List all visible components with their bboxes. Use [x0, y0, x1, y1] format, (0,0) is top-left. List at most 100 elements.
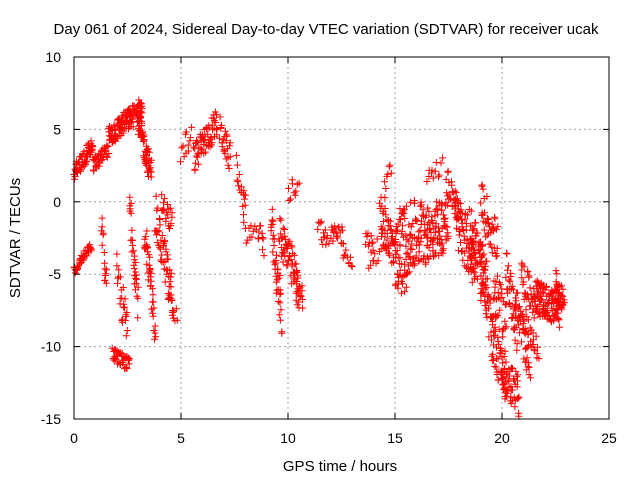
data-point [276, 299, 284, 307]
data-point [522, 306, 530, 314]
data-point [448, 178, 455, 186]
data-point [484, 216, 492, 223]
data-point [134, 283, 142, 291]
data-point [435, 173, 442, 181]
data-point [382, 185, 390, 192]
data-point [144, 145, 152, 153]
data-point [485, 304, 492, 312]
data-point [557, 291, 565, 299]
data-point [494, 311, 502, 319]
data-point [281, 232, 289, 240]
data-point [490, 356, 497, 364]
data-point [483, 283, 491, 291]
data-point [101, 276, 109, 284]
data-point [470, 264, 478, 272]
data-point [502, 300, 510, 308]
data-point [322, 241, 330, 249]
data-point [381, 178, 389, 186]
data-point [488, 336, 495, 344]
data-point [530, 336, 537, 344]
data-point [147, 277, 155, 285]
data-point [240, 211, 247, 219]
data-point [321, 226, 329, 234]
data-point [186, 134, 194, 142]
data-point [128, 236, 136, 244]
data-point [411, 199, 418, 207]
plot-frame [73, 56, 610, 420]
data-point [412, 252, 420, 260]
data-point [494, 288, 502, 296]
data-point [274, 265, 282, 273]
data-point [386, 161, 394, 169]
data-point [491, 283, 499, 291]
data-point [277, 306, 285, 314]
data-point [158, 191, 166, 199]
data-point [219, 136, 227, 144]
data-point [532, 332, 540, 340]
data-point [279, 258, 287, 266]
data-point [420, 220, 428, 228]
data-point [402, 232, 410, 240]
data-point [88, 245, 96, 253]
data-point [233, 161, 241, 169]
data-point [320, 229, 327, 237]
data-point [168, 297, 176, 304]
data-point [316, 219, 324, 227]
data-point [210, 117, 218, 125]
data-point [468, 278, 476, 286]
data-point [367, 261, 375, 269]
data-point [452, 189, 460, 197]
data-point [339, 226, 346, 234]
data-point [483, 257, 491, 265]
data-point [401, 215, 409, 222]
data-point [493, 313, 501, 321]
data-point [146, 253, 154, 261]
data-point [453, 195, 461, 203]
data-point [329, 237, 337, 245]
data-point [224, 161, 232, 169]
data-point [440, 215, 448, 223]
data-point [374, 257, 382, 265]
data-point [515, 321, 523, 329]
data-point [161, 237, 168, 245]
data-point [135, 107, 143, 115]
y-tick-label: -10 [41, 339, 61, 355]
data-point [154, 204, 162, 212]
data-point [159, 199, 167, 207]
data-point [125, 354, 132, 362]
data-point [558, 282, 566, 290]
data-point [223, 132, 231, 140]
data-point [463, 211, 471, 219]
data-point [462, 226, 470, 234]
data-point [273, 276, 281, 284]
data-point [461, 249, 469, 257]
data-point [385, 163, 393, 171]
data-point [131, 252, 139, 260]
data-point [130, 247, 138, 255]
data-point [98, 241, 106, 249]
data-point [438, 200, 446, 208]
data-point [431, 229, 439, 237]
data-point [147, 173, 155, 181]
data-point [248, 233, 256, 241]
data-point [212, 126, 220, 134]
data-point [128, 226, 136, 234]
data-point [346, 253, 354, 261]
data-point [396, 254, 404, 262]
data-point [483, 193, 491, 200]
data-point [471, 268, 479, 276]
data-point [478, 242, 486, 250]
data-point [462, 220, 470, 228]
data-point [276, 290, 284, 298]
data-point [439, 246, 447, 254]
data-point [167, 269, 175, 277]
data-point [499, 375, 506, 382]
data-point [123, 309, 131, 316]
data-point [269, 217, 277, 225]
data-point [288, 243, 296, 251]
data-point [164, 211, 172, 219]
data-point [169, 309, 177, 316]
data-point [260, 252, 268, 260]
data-point [479, 252, 486, 260]
data-point [388, 259, 396, 267]
